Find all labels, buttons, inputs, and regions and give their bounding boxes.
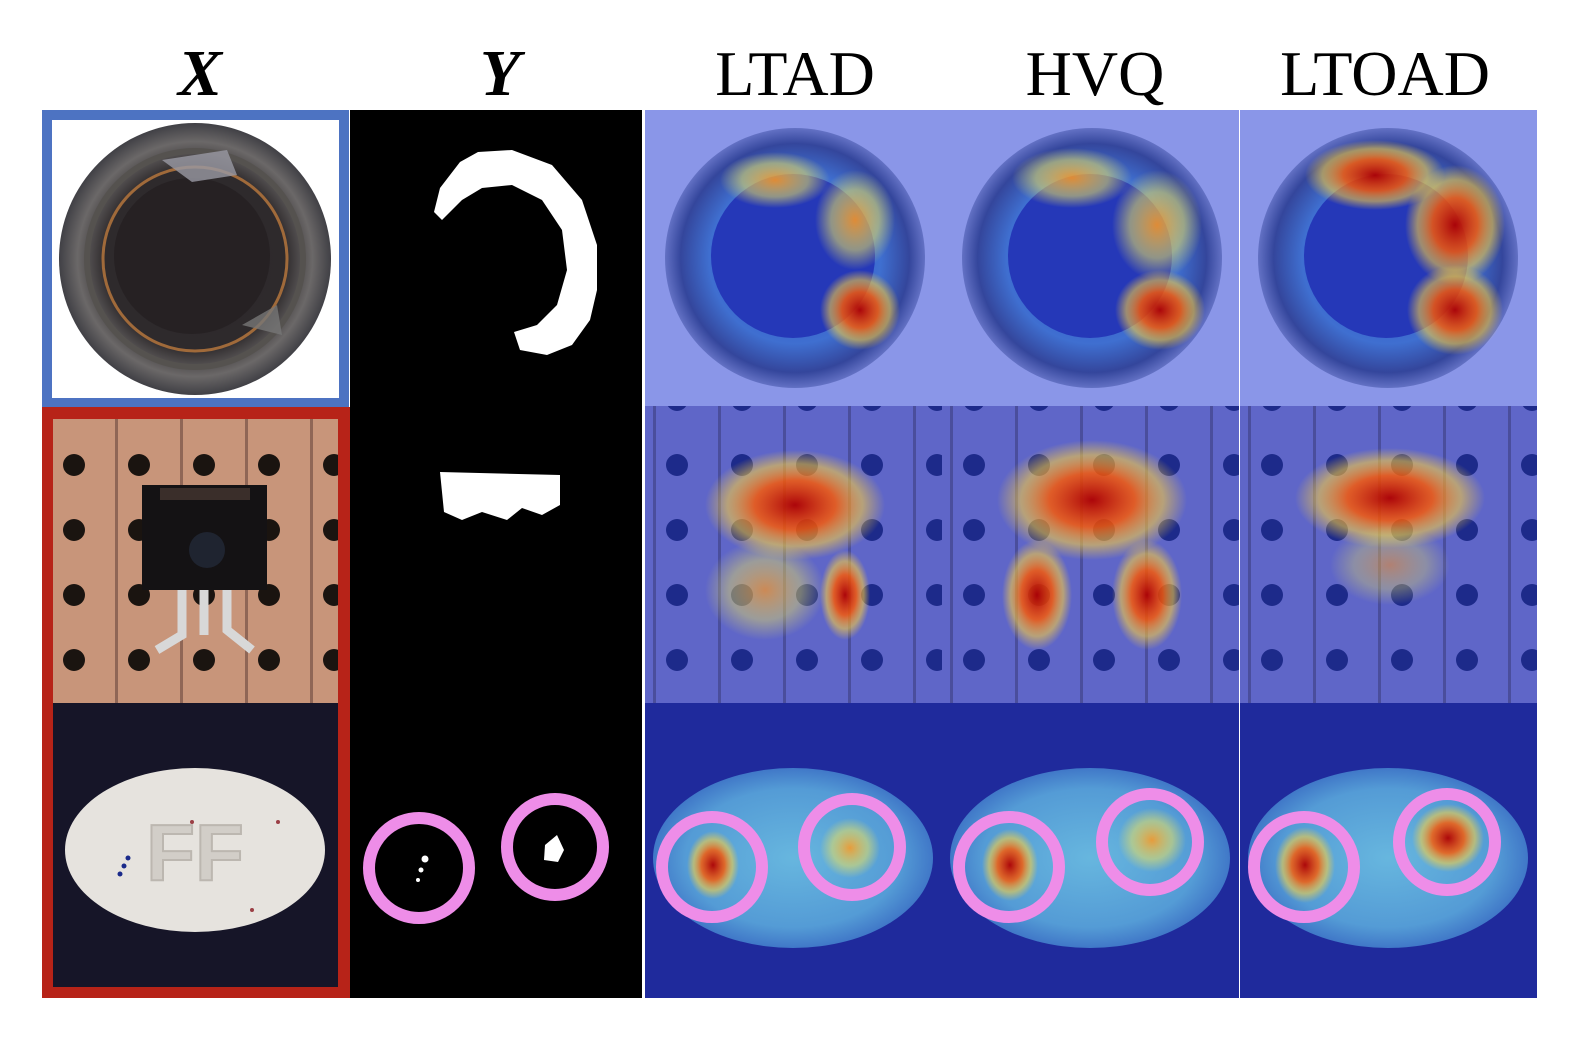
input-pill-image: FF bbox=[47, 703, 344, 993]
ltoad-transistor-heatmap bbox=[1240, 406, 1537, 703]
comparison-grid: FF bbox=[42, 110, 1537, 998]
ltad-column bbox=[645, 110, 942, 998]
ltoad-bottle-heatmap bbox=[1240, 110, 1537, 406]
header-ltad: LTAD bbox=[715, 38, 875, 109]
mask-column bbox=[350, 110, 642, 998]
pill-imprint: FF bbox=[146, 808, 244, 897]
bottle-mask bbox=[434, 150, 597, 355]
bottle-frame bbox=[42, 110, 349, 408]
header-x: X bbox=[177, 37, 223, 110]
hvq-bottle-heatmap bbox=[942, 110, 1239, 406]
hvq-transistor-heatmap bbox=[942, 406, 1239, 703]
ltad-transistor-heatmap bbox=[645, 406, 942, 703]
ltoad-column bbox=[1240, 110, 1537, 998]
mask-highlight-ring-right bbox=[501, 793, 609, 901]
pill-mask-defects bbox=[416, 835, 564, 882]
hvq-column bbox=[942, 110, 1239, 998]
ltad-pill-heatmap bbox=[645, 703, 942, 998]
ltad-bottle-heatmap bbox=[645, 110, 942, 406]
input-transistor-image bbox=[47, 413, 344, 703]
mask-highlight-ring-left bbox=[363, 812, 475, 924]
input-bottle-image bbox=[47, 115, 344, 403]
header-ltoad: LTOAD bbox=[1280, 38, 1490, 109]
header-hvq: HVQ bbox=[1025, 38, 1165, 109]
input-column: FF bbox=[42, 110, 350, 998]
header-y: Y bbox=[479, 37, 521, 110]
hvq-pill-heatmap bbox=[942, 703, 1239, 998]
transistor-mask bbox=[440, 472, 560, 520]
transistor-pill-frame bbox=[42, 407, 350, 998]
ltoad-pill-heatmap bbox=[1240, 703, 1537, 998]
